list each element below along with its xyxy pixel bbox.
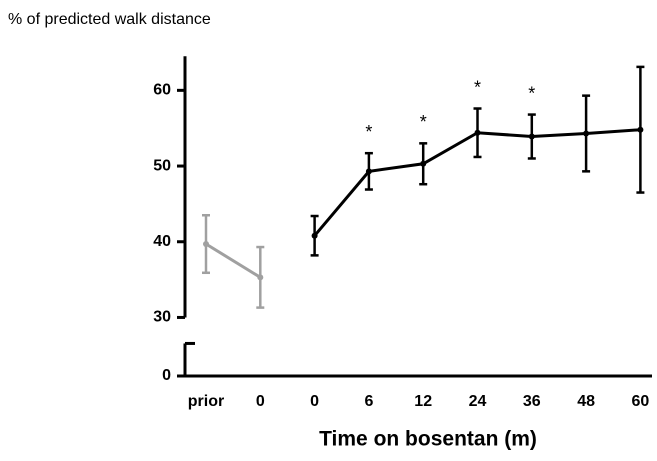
x-tick-label: 60 [632,393,650,410]
y-tick-label: 60 [153,82,171,99]
x-tick-label: 24 [469,393,487,410]
data-point [311,232,318,239]
x-tick-label: 36 [523,393,541,410]
data-point [257,274,264,281]
series-line [205,242,262,279]
significance-mark: * [474,77,481,97]
y-tick-label: 50 [153,157,171,174]
x-tick-label: 48 [577,393,595,410]
significance-mark: * [365,122,372,142]
data-point [583,130,590,137]
data-point [420,160,427,167]
significance-mark: * [528,83,535,103]
data-point [474,129,481,136]
x-tick-label: 0 [256,393,265,410]
data-point [365,168,372,175]
x-tick-label: prior [188,393,224,410]
data-point [203,241,209,248]
x-tick-label: 12 [414,393,432,410]
y-axis-title: % of predicted walk distance [8,11,211,28]
x-tick-label: 6 [364,393,373,410]
y-tick-label: 30 [153,309,171,326]
x-axis-title: Time on bosentan (m) [319,428,537,451]
x-tick-label: 0 [310,393,319,410]
data-point [528,133,535,140]
data-point [637,126,644,133]
y-tick-label: 0 [162,367,171,384]
y-tick-label: 40 [153,233,171,250]
significance-mark: * [420,112,427,132]
